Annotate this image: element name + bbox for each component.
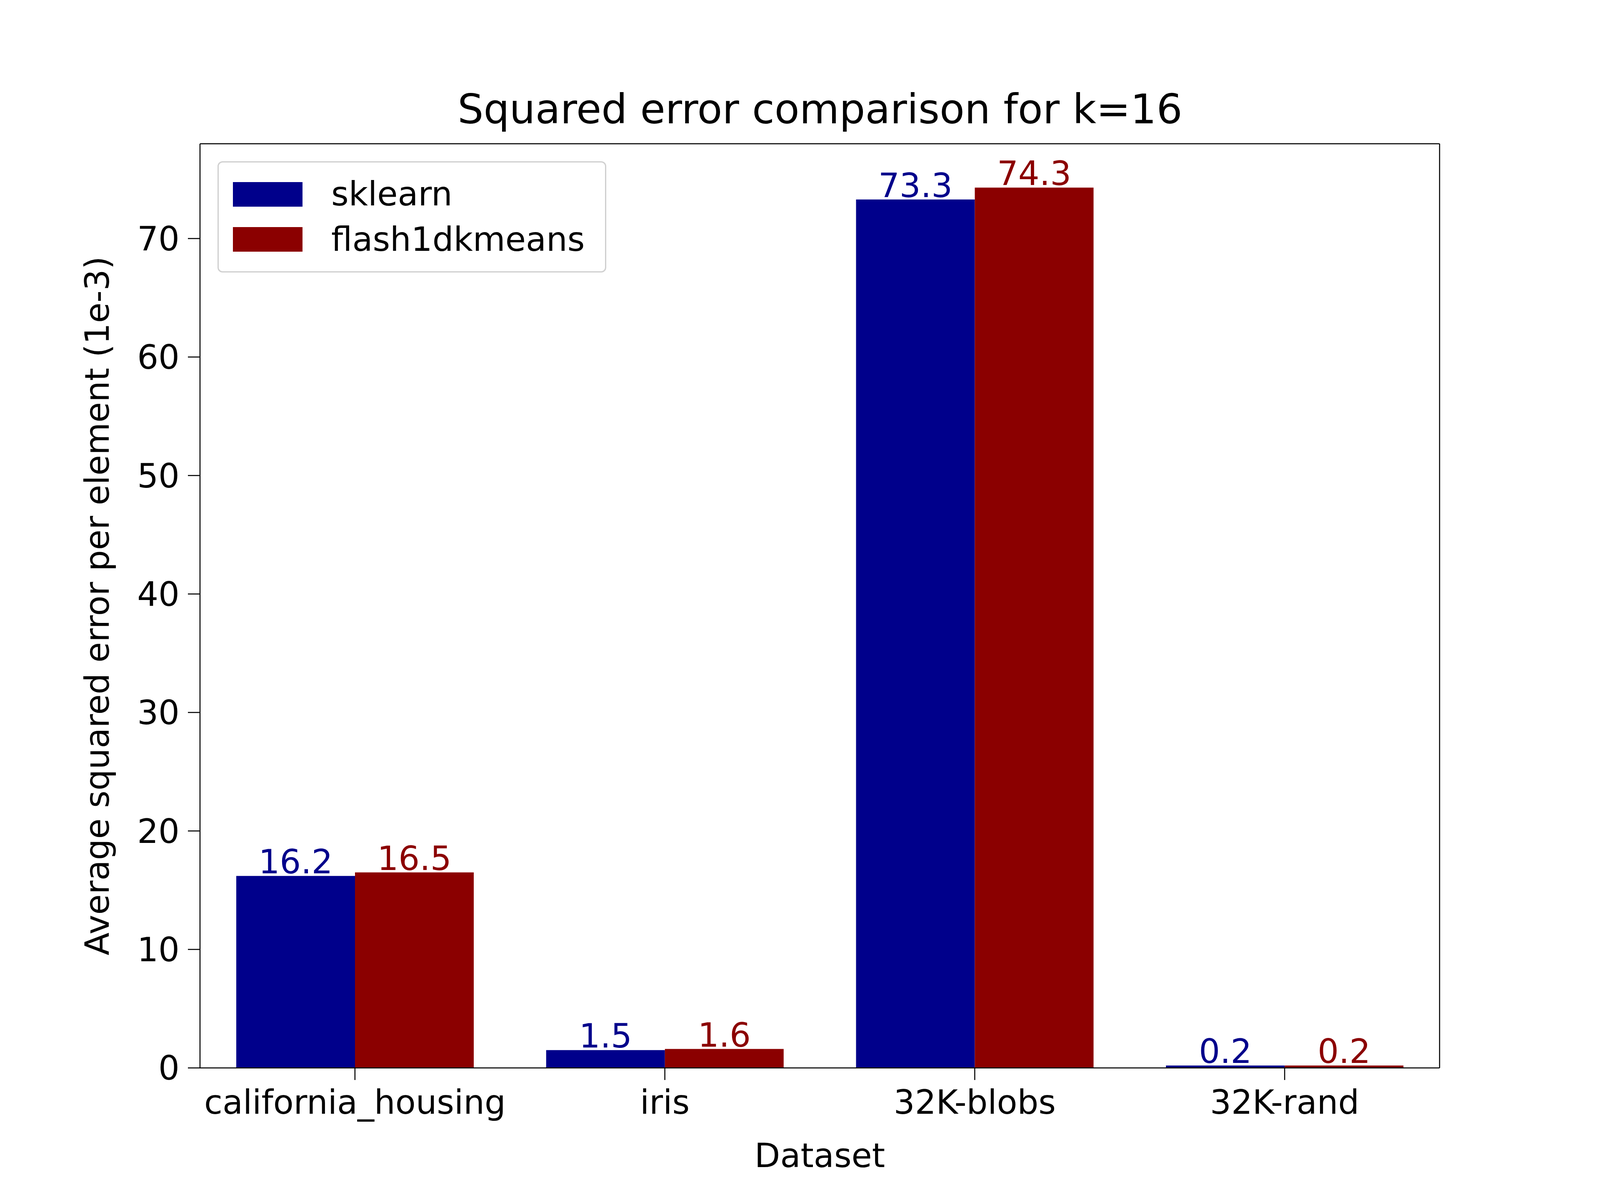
svg-text:0: 0 bbox=[158, 1048, 180, 1088]
svg-text:73.3: 73.3 bbox=[878, 166, 953, 205]
svg-text:32K-blobs: 32K-blobs bbox=[893, 1082, 1056, 1122]
html-text:sklearn: sklearn bbox=[331, 174, 453, 214]
svg-text:50: 50 bbox=[137, 456, 180, 496]
svg-text:iris: iris bbox=[640, 1082, 690, 1122]
svg-text:70: 70 bbox=[137, 219, 180, 259]
svg-text:10: 10 bbox=[137, 930, 180, 970]
svg-text:16.2: 16.2 bbox=[258, 842, 333, 882]
html-text:flash1dkmeans: flash1dkmeans bbox=[331, 219, 585, 259]
svg-text:Average squared error per elem: Average squared error per element (1e-3) bbox=[77, 256, 117, 956]
svg-text:32K-rand: 32K-rand bbox=[1210, 1082, 1360, 1122]
svg-text:60: 60 bbox=[137, 337, 180, 377]
svg-text:1.6: 1.6 bbox=[697, 1015, 751, 1055]
svg-text:0.2: 0.2 bbox=[1317, 1032, 1371, 1071]
svg-text:1.5: 1.5 bbox=[579, 1016, 633, 1056]
svg-text:40: 40 bbox=[137, 575, 180, 614]
svg-text:20: 20 bbox=[137, 812, 180, 851]
svg-text:Dataset: Dataset bbox=[754, 1136, 885, 1175]
svg-text:california_housing: california_housing bbox=[204, 1082, 506, 1122]
svg-text:74.3: 74.3 bbox=[997, 154, 1072, 193]
svg-text:16.5: 16.5 bbox=[377, 839, 452, 878]
svg-text:30: 30 bbox=[137, 693, 180, 733]
svg-text:0.2: 0.2 bbox=[1198, 1032, 1252, 1071]
html-text:Squared error comparison for k: Squared error comparison for k=16 bbox=[457, 85, 1183, 133]
